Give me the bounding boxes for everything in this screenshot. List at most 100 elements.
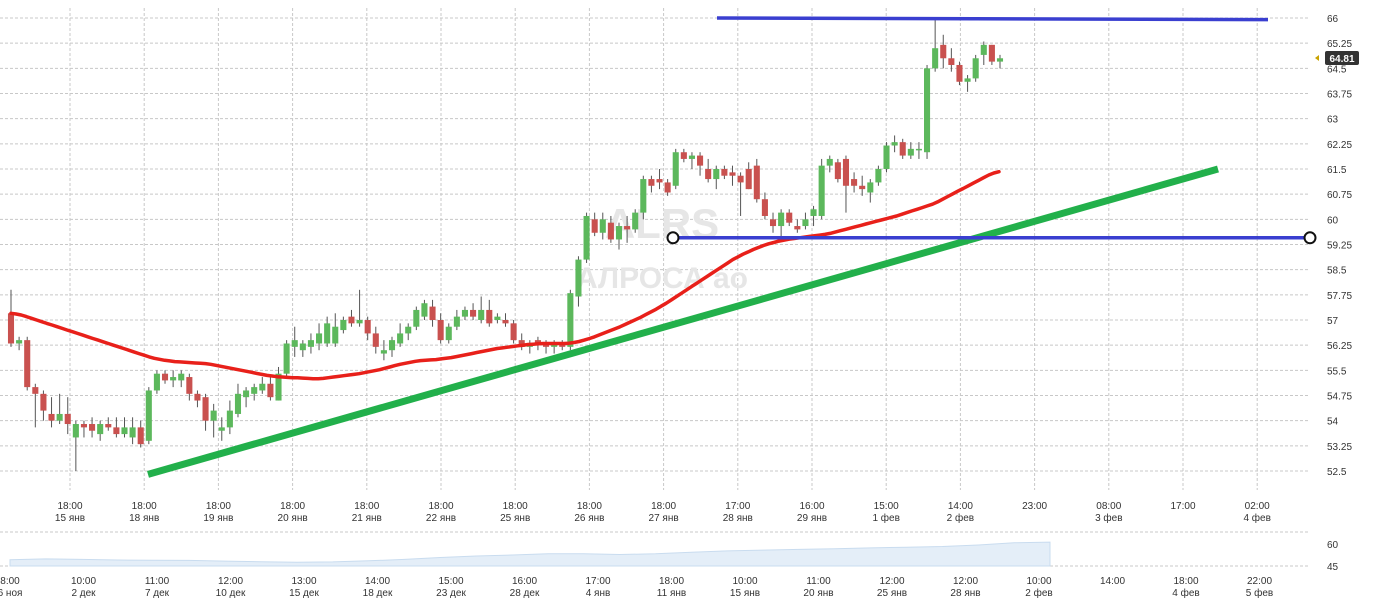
candle — [161, 370, 169, 384]
level-line-handle[interactable] — [1303, 231, 1317, 245]
candle-body — [372, 333, 379, 347]
candle-body — [348, 316, 355, 324]
candle — [89, 417, 96, 438]
x-tick-time: 17:00 — [1170, 501, 1195, 512]
candle-body — [502, 320, 509, 324]
watermark-ticker: ALRS — [605, 200, 719, 247]
x-tick-date: 3 фев — [1095, 512, 1122, 524]
navigator-x-time: 17:00 — [585, 576, 610, 587]
navigator-x-time: 10:00 — [732, 576, 757, 587]
candle-body — [307, 340, 314, 347]
candle — [283, 340, 290, 378]
candle-body — [624, 226, 631, 230]
candle — [251, 383, 258, 401]
candle — [421, 299, 428, 320]
candle-body — [251, 387, 258, 394]
y-tick-label: 60 — [1327, 215, 1339, 226]
level-line-handle[interactable] — [666, 231, 680, 245]
y-tick-label: 52.5 — [1327, 467, 1347, 478]
candle-body — [48, 413, 55, 421]
grid — [0, 8, 1308, 490]
candle-body — [972, 58, 979, 79]
x-tick-date: 1 фев — [872, 512, 899, 524]
candle-body — [226, 410, 233, 428]
candle — [453, 309, 460, 331]
candle — [80, 420, 87, 438]
candle-body — [818, 165, 825, 216]
candle — [332, 313, 339, 347]
candle — [599, 212, 606, 240]
candle-body — [275, 373, 282, 401]
candle-body — [105, 424, 112, 428]
candle — [899, 138, 906, 159]
candle-body — [364, 320, 371, 334]
candle — [64, 397, 71, 435]
candle-body — [413, 309, 420, 327]
candle-body — [486, 309, 493, 324]
navigator-x-date: 7 дек — [145, 588, 170, 599]
x-tick-time: 18:00 — [280, 501, 305, 512]
y-tick-label: 60.75 — [1327, 190, 1352, 201]
candle-body — [405, 326, 412, 334]
candle-body — [178, 373, 185, 381]
candle — [640, 175, 647, 220]
candle — [24, 336, 31, 391]
x-tick-time: 18:00 — [577, 501, 602, 512]
candle-body — [332, 326, 339, 344]
candle-body — [421, 303, 428, 317]
x-tick-time: 16:00 — [799, 501, 824, 512]
candle — [510, 320, 517, 344]
navigator-x-date: 15 янв — [730, 588, 760, 599]
candle-body — [121, 427, 128, 435]
candle — [7, 289, 15, 347]
navigator-x-date: 20 янв — [803, 588, 833, 599]
candle — [210, 403, 217, 438]
candle — [996, 54, 1004, 69]
candle-body — [429, 306, 436, 320]
candle-body — [267, 383, 274, 398]
candle-body — [899, 142, 906, 156]
candle — [851, 172, 858, 193]
candle-body — [161, 373, 169, 381]
candle — [413, 306, 420, 331]
candle — [299, 340, 306, 357]
last-price-tag — [1325, 51, 1359, 65]
candle-body — [202, 397, 209, 421]
candle — [786, 209, 793, 227]
candle-body — [340, 320, 347, 331]
level-line[interactable] — [716, 16, 1269, 22]
candle — [607, 215, 614, 243]
y-axis: 66 65.25 64.5 63.75 63 62.25 61.5 60.75 60 59.25 5… — [1327, 14, 1352, 478]
candle — [518, 333, 525, 351]
navigator-x-date: 5 фев — [1246, 587, 1273, 599]
x-tick-date: 18 янв — [129, 513, 159, 524]
navigator-area — [9, 541, 1051, 567]
candle-body — [769, 219, 777, 227]
x-tick-date: 2 фев — [947, 512, 974, 524]
navigator-y-label: 60 — [1327, 540, 1339, 551]
candle-body — [56, 413, 63, 421]
candle-body — [40, 393, 47, 411]
candle — [380, 340, 387, 361]
candle-body — [656, 179, 663, 183]
candle-body — [470, 309, 477, 317]
candle-body — [940, 44, 947, 59]
candle — [348, 309, 355, 327]
candle — [397, 323, 404, 347]
drawn-lines[interactable] — [147, 16, 1317, 478]
candle — [372, 326, 379, 354]
candle-body — [461, 309, 469, 317]
y-tick-label: 54.75 — [1327, 392, 1352, 403]
candle-body — [834, 162, 841, 180]
candle — [753, 158, 760, 203]
candle-body — [7, 313, 15, 344]
candle — [461, 306, 469, 320]
navigator-x-time: 10:00 — [1026, 576, 1051, 587]
candle-body — [648, 179, 655, 186]
candle-body — [615, 226, 623, 240]
trend-line[interactable] — [147, 165, 1219, 478]
y-tick-label: 57 — [1327, 316, 1339, 327]
candle-body — [113, 427, 120, 435]
